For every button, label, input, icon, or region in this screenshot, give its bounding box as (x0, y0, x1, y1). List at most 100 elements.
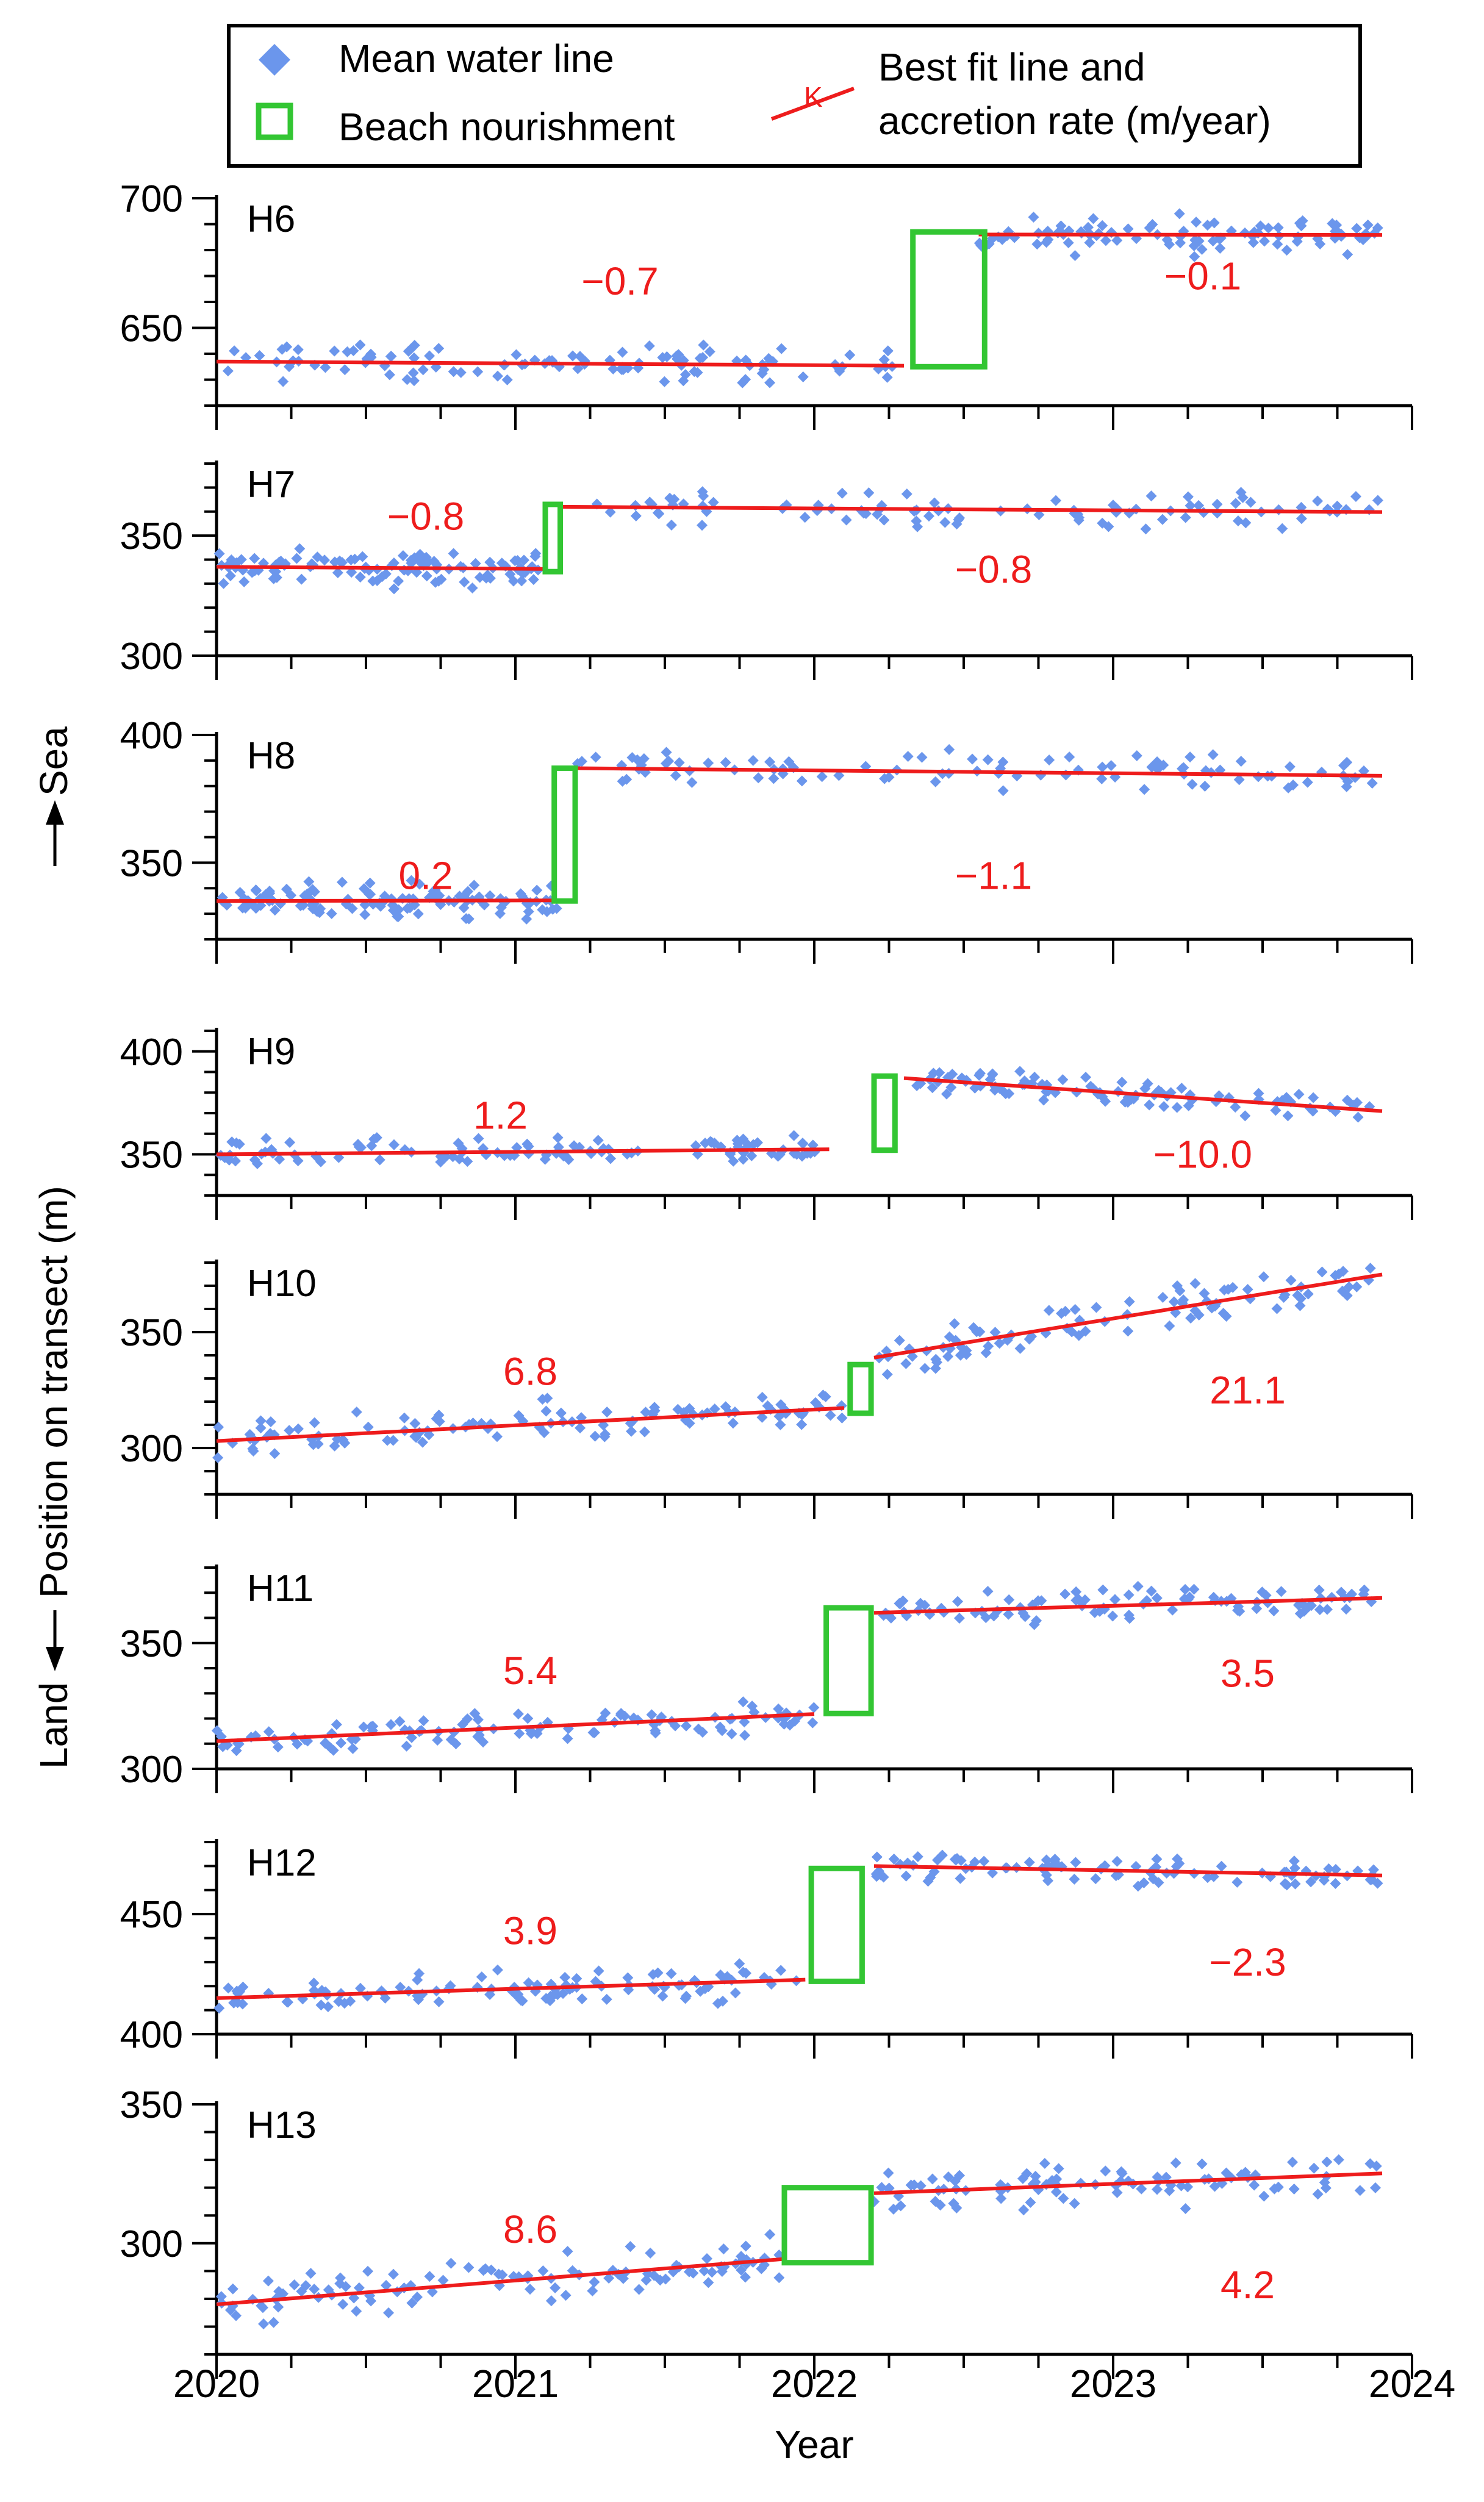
legend-fit-line-icon (770, 87, 855, 121)
data-point (375, 900, 386, 912)
data-point (698, 339, 709, 351)
data-point (737, 377, 748, 389)
data-point (284, 1425, 295, 1436)
legend: Mean water line Beach nourishment K Best… (227, 24, 1362, 168)
data-point (718, 2243, 729, 2255)
data-point (954, 2170, 966, 2181)
data-point (1372, 495, 1383, 506)
data-point (589, 2276, 600, 2288)
data-point (1164, 238, 1175, 250)
data-point (1180, 512, 1191, 523)
fit-line (216, 1712, 815, 1743)
data-point (522, 1713, 534, 1724)
data-point (1352, 1111, 1364, 1123)
data-point (950, 1854, 962, 1866)
data-point (589, 1727, 600, 1738)
data-point (1281, 245, 1292, 256)
data-point (1070, 1586, 1082, 1597)
data-point (1270, 1105, 1281, 1116)
data-point (1268, 1605, 1280, 1616)
data-point (385, 351, 396, 362)
data-point (326, 908, 337, 919)
data-point (1064, 751, 1075, 763)
data-point (930, 776, 941, 787)
data-point (1019, 1611, 1031, 1622)
data-point (388, 1139, 400, 1150)
data-point (429, 884, 441, 896)
data-point (255, 1415, 267, 1427)
panel-label: H12 (247, 1842, 317, 1884)
data-point (393, 575, 404, 587)
data-point (955, 1873, 966, 1884)
data-point (455, 367, 467, 378)
fit-line (903, 1076, 1383, 1113)
panel-label: H7 (247, 464, 295, 506)
legend-fit-label-2: accretion rate (m/year) (878, 99, 1271, 143)
data-point (1132, 1880, 1144, 1892)
data-point (901, 488, 912, 500)
data-point (529, 551, 541, 562)
data-point (1122, 1325, 1134, 1337)
data-point (474, 572, 486, 583)
data-point (1014, 1066, 1026, 1077)
data-point (1308, 1092, 1319, 1103)
data-point (523, 1977, 534, 1988)
data-point (523, 1141, 534, 1152)
data-point (218, 578, 229, 589)
data-point (784, 1719, 795, 1731)
data-point (709, 1138, 720, 1149)
data-point (1186, 778, 1198, 790)
data-point (1188, 1583, 1200, 1595)
data-point (292, 344, 304, 356)
data-point (237, 902, 248, 914)
data-point (374, 1154, 385, 1166)
data-point (1199, 1288, 1210, 1299)
data-point (424, 350, 436, 362)
data-point (1174, 1285, 1186, 1297)
data-point (1097, 761, 1108, 773)
data-point (934, 1067, 945, 1078)
data-point (746, 1150, 758, 1161)
data-point (1063, 237, 1074, 249)
data-point (1164, 1320, 1175, 1332)
data-point (942, 1350, 954, 1362)
data-point (432, 1734, 443, 1746)
data-point (670, 770, 681, 781)
data-point (365, 1721, 377, 1732)
data-point (307, 1439, 319, 1450)
data-point (1232, 515, 1244, 526)
data-point (953, 514, 964, 526)
data-point (254, 349, 265, 361)
data-point (1314, 1604, 1325, 1616)
data-point (936, 1849, 948, 1861)
data-point (348, 345, 359, 356)
data-point (894, 1335, 905, 1346)
data-point (736, 2264, 747, 2276)
data-point (1091, 1302, 1102, 1313)
data-point (354, 572, 366, 583)
data-point (1321, 2156, 1333, 2168)
data-point (256, 2300, 267, 2312)
data-point (537, 1393, 548, 1405)
data-point (1069, 249, 1081, 261)
data-point (1302, 1288, 1314, 1300)
data-point (1189, 1278, 1201, 1289)
data-point (748, 1139, 759, 1150)
data-point (1196, 2158, 1208, 2170)
nourishment-box (910, 229, 988, 370)
data-point (836, 487, 848, 499)
data-point (1145, 490, 1157, 502)
data-point (1341, 781, 1352, 792)
data-point (703, 758, 714, 769)
data-point (1196, 243, 1208, 255)
data-point (1285, 1274, 1297, 1286)
data-point (1171, 1102, 1183, 1113)
data-point (601, 1407, 613, 1418)
y-label-mid: Position on transect (m) (32, 1186, 76, 1598)
data-point (305, 2268, 317, 2279)
data-point (1350, 490, 1361, 502)
data-point (262, 2275, 274, 2287)
data-point (333, 1996, 345, 2007)
data-point (476, 1971, 487, 1983)
